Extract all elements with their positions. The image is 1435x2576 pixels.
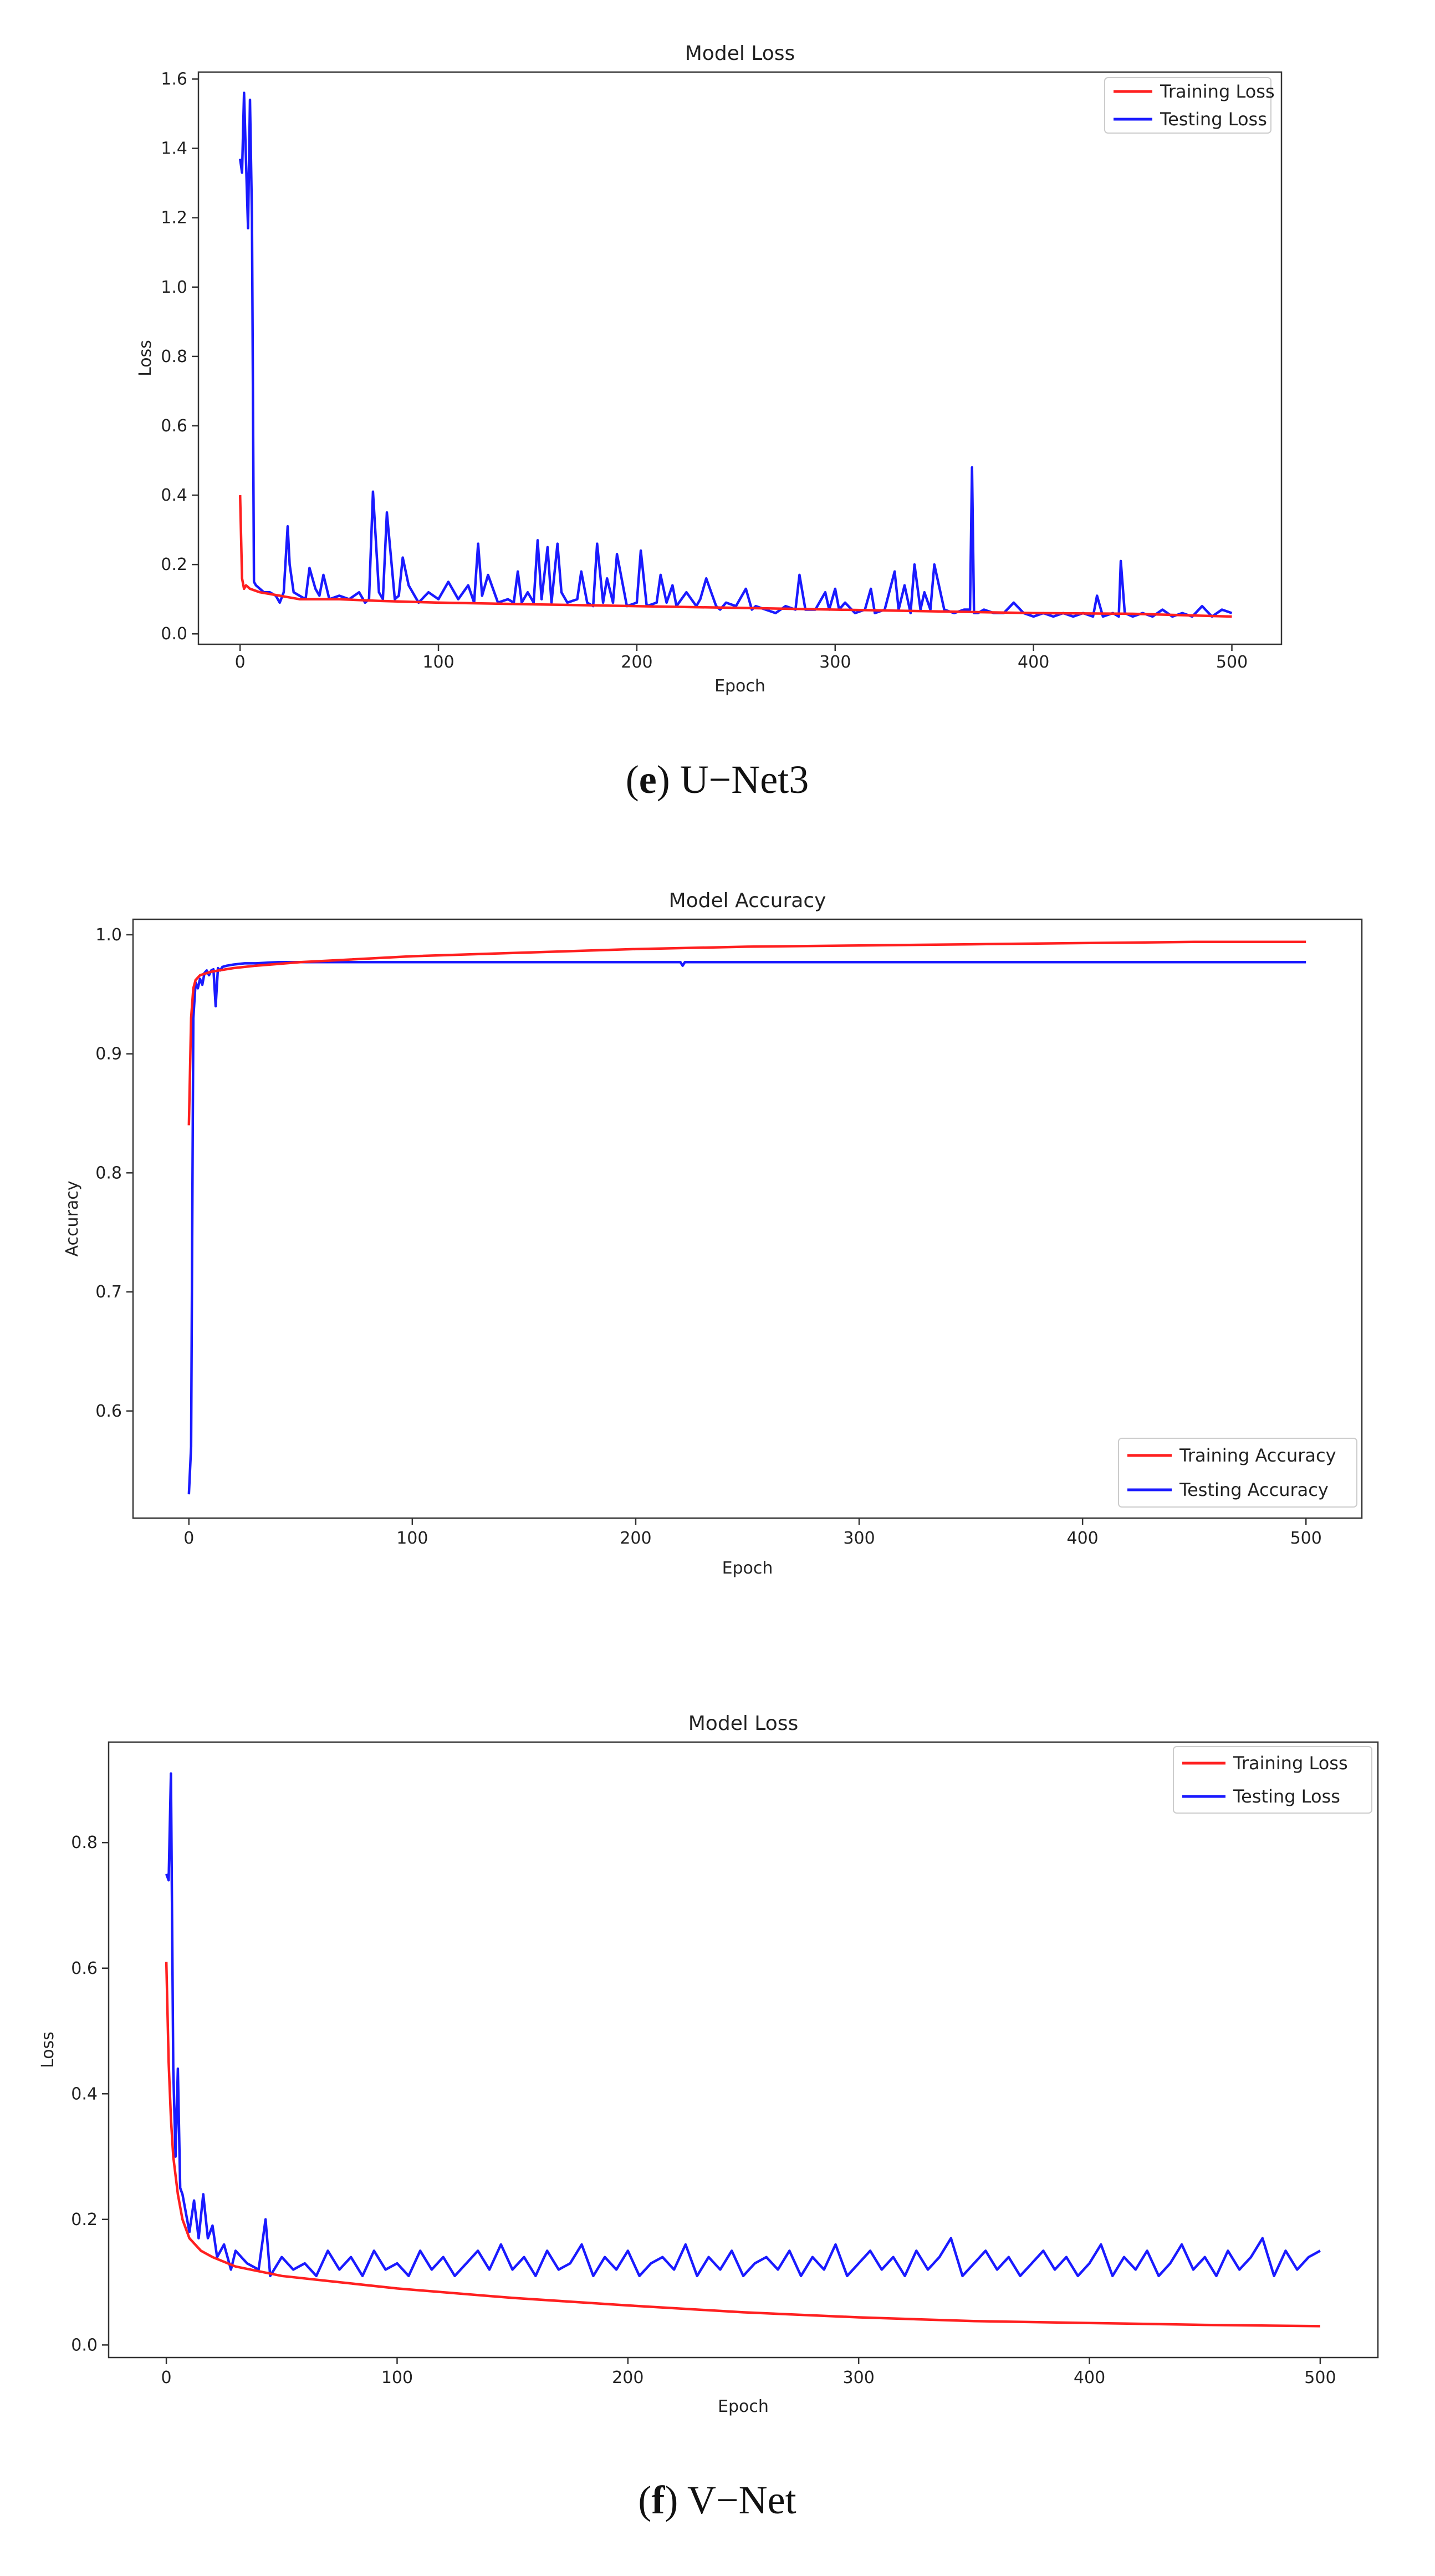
legend-label: Testing Loss	[1233, 1786, 1340, 1807]
y-tick-label: 1.6	[161, 70, 187, 89]
y-tick-label: 0.9	[95, 1045, 122, 1064]
y-axis-label: Loss	[136, 340, 155, 376]
series-line-testing-loss	[238, 91, 1233, 618]
x-axis-label: Epoch	[714, 676, 765, 696]
y-tick-label: 0.0	[71, 2335, 98, 2355]
x-tick-label: 400	[1067, 1529, 1099, 1548]
series-line-training-accuracy	[187, 940, 1306, 1126]
series-line-training-loss	[238, 495, 1232, 618]
legend-label: Training Loss	[1160, 81, 1275, 102]
y-tick-label: 0.4	[71, 2084, 98, 2104]
x-tick-label: 100	[396, 1529, 428, 1548]
x-tick-label: 400	[1018, 653, 1049, 672]
legend: Training Accuracy Testing Accuracy	[1118, 1438, 1357, 1508]
series-line-testing-accuracy	[187, 961, 1306, 1495]
caption-f-text: V−Net	[687, 2478, 796, 2522]
plot-frame	[108, 1741, 1379, 2359]
y-tick-label: 0.6	[71, 1959, 98, 1978]
legend-label: Training Loss	[1233, 1753, 1348, 1774]
chart-title: Model Loss	[688, 1712, 799, 1735]
caption-f-letter: f	[651, 2478, 665, 2522]
legend-label: Testing Accuracy	[1179, 1479, 1329, 1500]
y-axis-label: Loss	[38, 2032, 58, 2068]
x-axis-label: Epoch	[718, 2397, 769, 2416]
series-line-testing-loss	[165, 1772, 1321, 2278]
y-tick-label: 1.4	[161, 139, 187, 159]
y-tick-label: 0.2	[161, 555, 187, 574]
legend: Training Loss Testing Loss	[1104, 77, 1275, 134]
x-tick-label: 100	[381, 2368, 413, 2387]
y-tick-label: 0.4	[161, 486, 187, 505]
x-tick-label: 500	[1290, 1529, 1322, 1548]
y-tick-label: 0.8	[95, 1163, 122, 1183]
y-tick-label: 0.6	[95, 1402, 122, 1421]
x-tick-label: 200	[612, 2368, 644, 2387]
x-tick-label: 400	[1074, 2368, 1105, 2387]
y-axis-label: Accuracy	[63, 1181, 82, 1257]
caption-e: (e) U−Net3	[625, 757, 809, 802]
chart-title: Model Accuracy	[669, 889, 826, 912]
chart-1: Model Accuracy 0 100 200 300 400 500 0.6 0.7 0.8 0…	[63, 889, 1363, 1578]
x-tick-label: 200	[621, 653, 652, 672]
chart-2: Model Loss 0 100 200 300 400 500 0.0 0.2 0.4 0.6 0.…	[38, 1712, 1379, 2416]
y-tick-label: 1.2	[161, 208, 187, 228]
series-line-training-loss	[165, 1962, 1320, 2328]
legend-label: Testing Loss	[1160, 109, 1267, 130]
legend-label: Training Accuracy	[1179, 1445, 1336, 1466]
x-axis-label: Epoch	[722, 1559, 773, 1578]
x-tick-label: 500	[1304, 2368, 1336, 2387]
y-tick-label: 1.0	[95, 925, 122, 945]
x-tick-label: 0	[183, 1529, 194, 1548]
y-tick-label: 0.6	[161, 416, 187, 436]
y-tick-label: 0.7	[95, 1282, 122, 1302]
x-tick-label: 300	[819, 653, 851, 672]
chart-title: Model Loss	[685, 42, 795, 65]
x-tick-label: 300	[843, 2368, 875, 2387]
y-tick-label: 0.0	[161, 624, 187, 644]
y-tick-label: 0.8	[71, 1833, 98, 1852]
y-tick-label: 1.0	[161, 278, 187, 297]
caption-e-text: U−Net3	[680, 757, 809, 802]
caption-e-letter: e	[639, 757, 657, 802]
x-tick-label: 200	[620, 1529, 651, 1548]
caption-f: (f) V−Net	[638, 2478, 796, 2522]
y-tick-label: 0.2	[71, 2210, 98, 2229]
y-tick-label: 0.8	[161, 347, 187, 366]
legend-box	[1118, 1438, 1357, 1508]
chart-0: Model Loss 0 100 200 300 400 500 0.0 0.2 0.4 0.6 0.…	[136, 42, 1283, 696]
x-tick-label: 100	[422, 653, 454, 672]
plot-frame	[197, 71, 1283, 645]
x-tick-label: 300	[843, 1529, 875, 1548]
plot-frame	[132, 918, 1363, 1519]
x-tick-label: 0	[161, 2368, 172, 2387]
x-tick-label: 0	[235, 653, 246, 672]
x-tick-label: 500	[1216, 653, 1248, 672]
legend: Training Loss Testing Loss	[1173, 1746, 1372, 1814]
